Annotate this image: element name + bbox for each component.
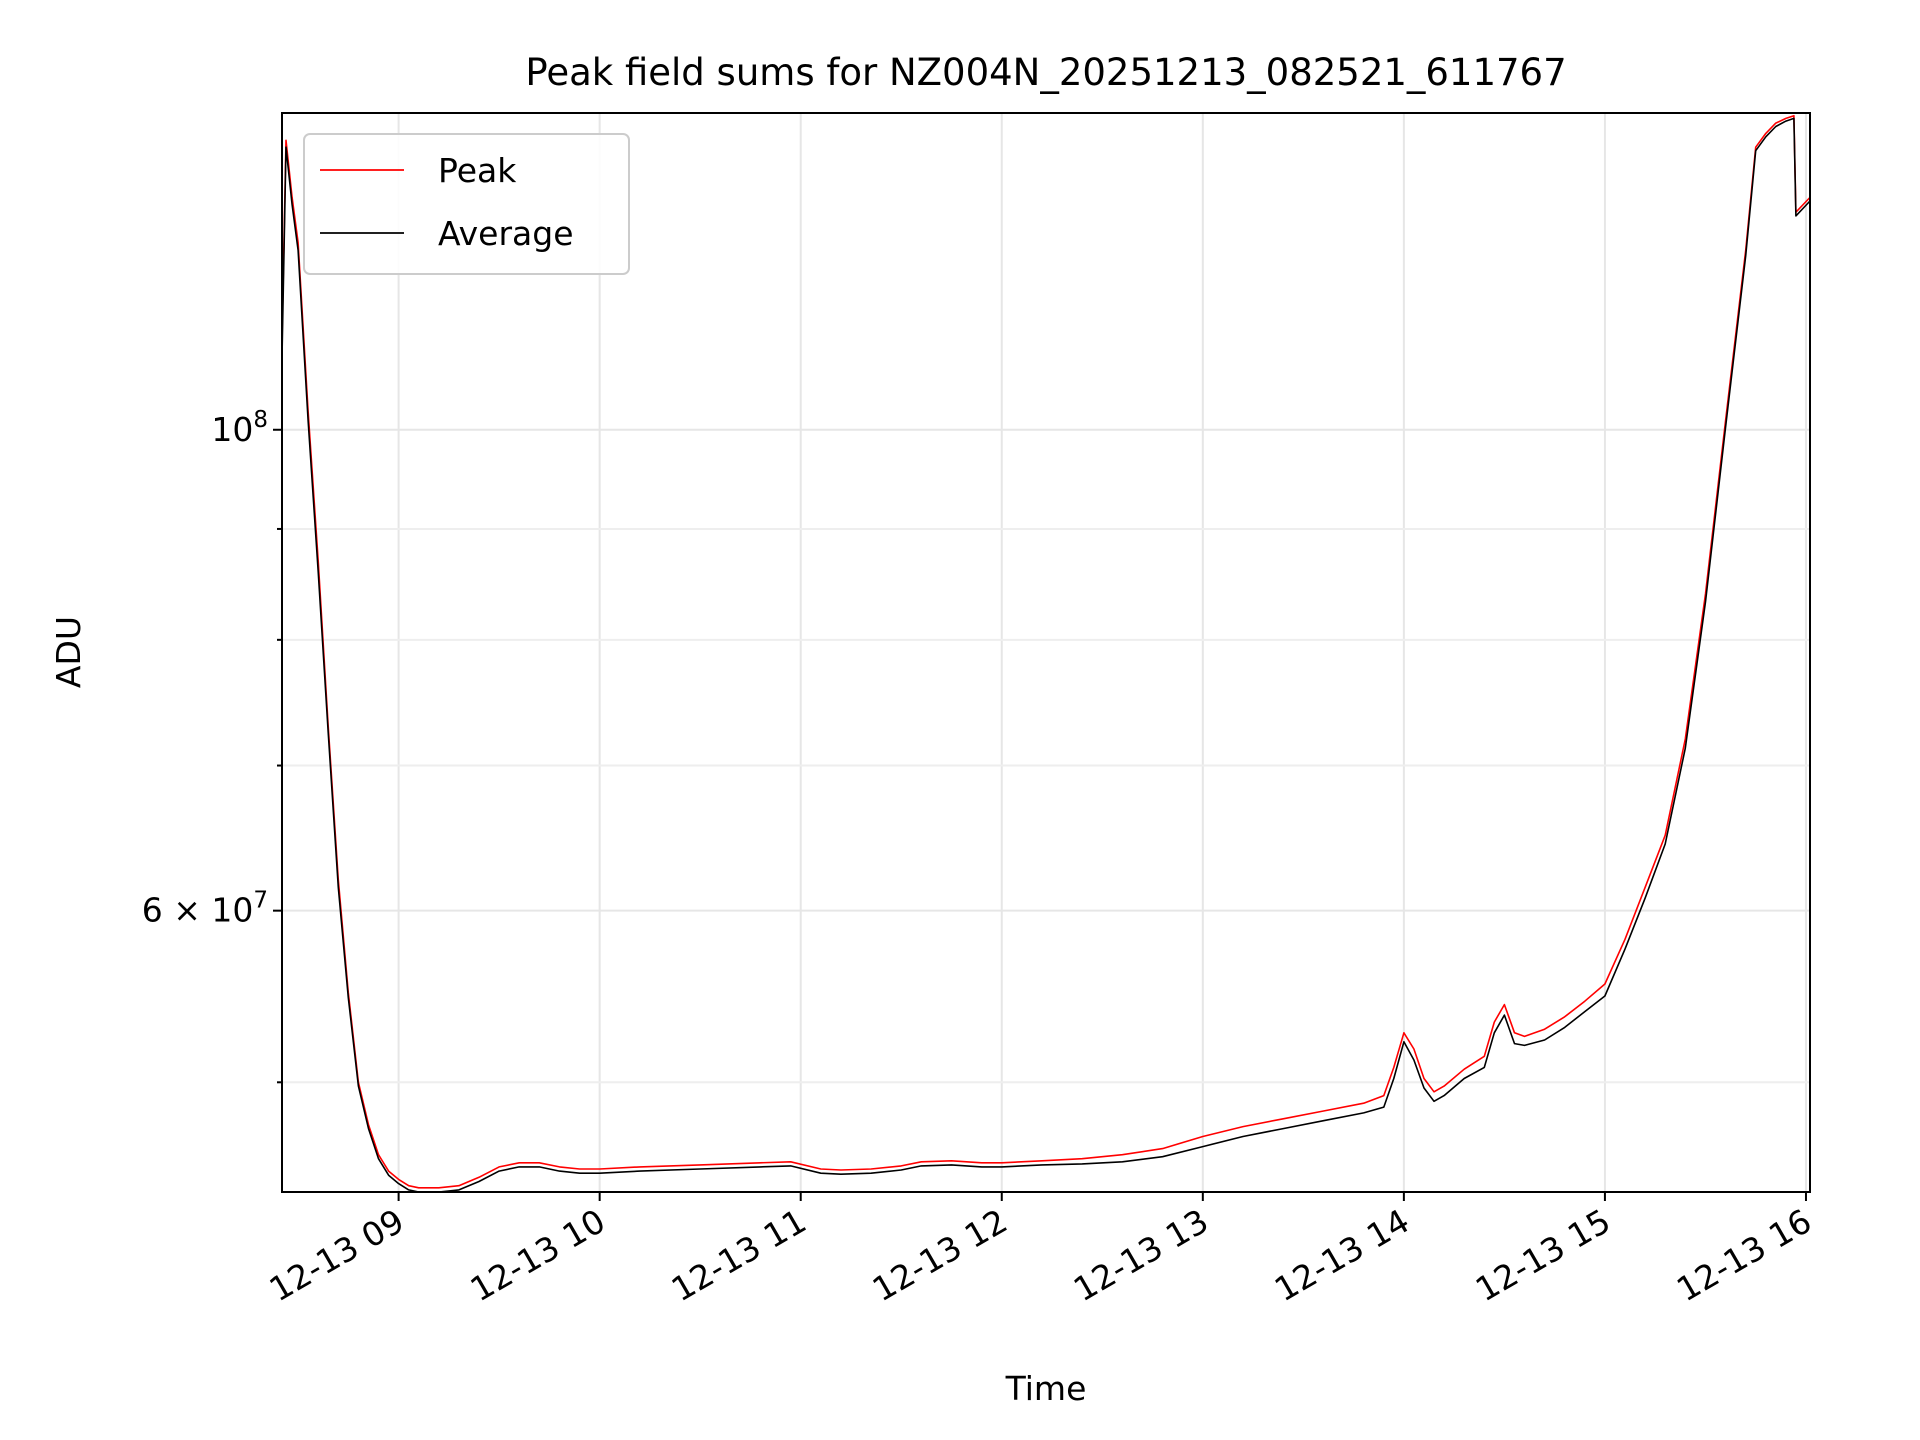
y-tick-label-base: 6 × 10 <box>142 891 254 930</box>
plot-frame <box>281 112 1811 1193</box>
y-axis-label: ADU <box>49 616 88 688</box>
chart-title: Peak field sums for NZ004N_20251213_0825… <box>525 51 1566 94</box>
y-tick-label-exponent: 8 <box>253 407 268 433</box>
series-average-line <box>282 117 1810 1192</box>
legend-box <box>303 133 630 275</box>
grid <box>282 113 1810 1192</box>
y-tick-label-exponent: 7 <box>253 888 268 914</box>
y-tick-label-base: 10 <box>211 410 253 449</box>
legend: Peak Average <box>303 133 630 275</box>
y-tick-label: 108 <box>211 407 268 449</box>
y-major-ticks: 108 6 × 107 <box>142 407 282 930</box>
legend-peak-label: Peak <box>438 151 517 190</box>
series-peak-line <box>282 114 1810 1189</box>
y-tick-label: 6 × 107 <box>142 888 268 930</box>
x-axis-label: Time <box>1005 1369 1087 1408</box>
legend-average-label: Average <box>438 214 574 253</box>
